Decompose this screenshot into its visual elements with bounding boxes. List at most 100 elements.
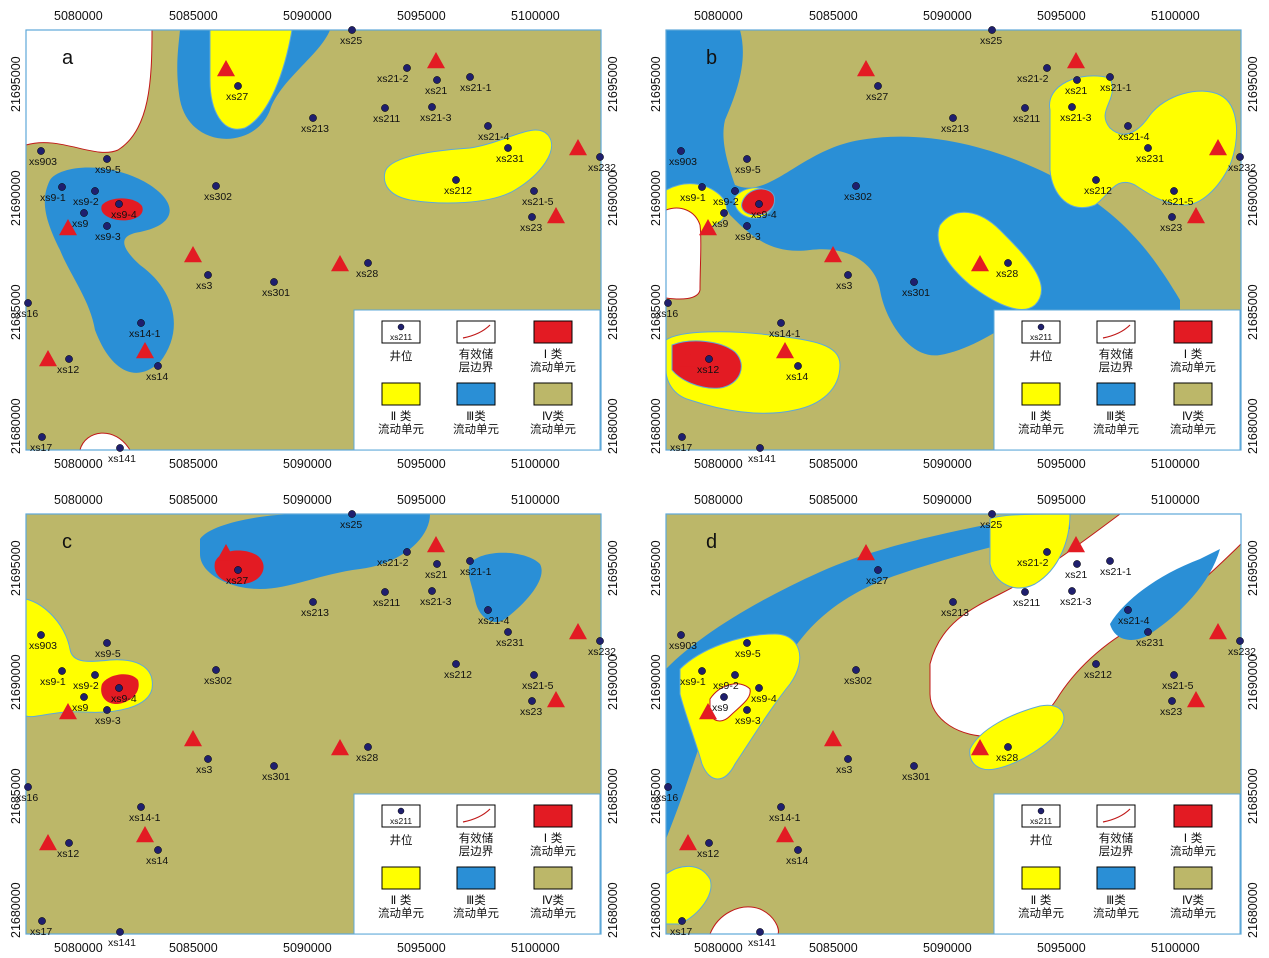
triangle-marker bbox=[679, 834, 697, 851]
well-label: xs3 bbox=[836, 280, 853, 292]
well-icon bbox=[1037, 323, 1045, 331]
well-marker bbox=[720, 693, 728, 701]
legend-class3-label: 流动单元 bbox=[1093, 906, 1139, 920]
well-marker bbox=[466, 73, 474, 81]
well-label: xs27 bbox=[226, 91, 248, 103]
well-marker bbox=[154, 846, 162, 854]
well-marker bbox=[504, 144, 512, 152]
well-xs9-5: xs9-5 bbox=[95, 639, 121, 660]
well-marker bbox=[1170, 187, 1178, 195]
legend-class3-label: 流动单元 bbox=[1093, 422, 1139, 436]
well-label: xs25 bbox=[340, 519, 362, 531]
legend-class3-label: Ⅲ类 bbox=[1106, 893, 1126, 907]
well-label: xs9 bbox=[712, 218, 729, 230]
well-xs27: xs27 bbox=[866, 82, 888, 103]
well-marker bbox=[452, 660, 460, 668]
well-marker bbox=[116, 444, 124, 452]
legend-class3-label: Ⅲ类 bbox=[466, 409, 486, 423]
well-label: xs21-2 bbox=[377, 557, 409, 569]
well-label: xs21-5 bbox=[522, 196, 554, 208]
well-label: xs21-1 bbox=[460, 566, 492, 578]
class1-zone bbox=[101, 198, 143, 221]
well-label: xs212 bbox=[1084, 185, 1112, 197]
well-marker bbox=[234, 82, 242, 90]
well-label: xs21 bbox=[425, 85, 447, 97]
triangle-marker bbox=[569, 623, 587, 640]
well-label: xs28 bbox=[356, 268, 378, 280]
well-marker bbox=[1043, 548, 1051, 556]
well-xs27: xs27 bbox=[226, 566, 248, 587]
well-xs14: xs14 bbox=[786, 846, 808, 867]
well-marker bbox=[364, 259, 372, 267]
well-xs9-1: xs9-1 bbox=[40, 183, 66, 204]
x-tick-bottom: 5090000 bbox=[283, 941, 332, 955]
well-marker bbox=[1124, 606, 1132, 614]
well-xs301: xs301 bbox=[262, 762, 290, 783]
y-tick-right: 21685000 bbox=[1246, 768, 1260, 824]
legend-well-swatch bbox=[1021, 804, 1061, 828]
boundary-line-icon bbox=[1102, 324, 1131, 339]
legend-class2-swatch bbox=[1021, 382, 1061, 406]
legend-boundary-swatch bbox=[456, 804, 496, 828]
well-marker bbox=[381, 588, 389, 596]
triangle-marker bbox=[679, 350, 697, 367]
legend-class3-label: Ⅲ类 bbox=[1106, 409, 1126, 423]
well-label: xs17 bbox=[30, 926, 52, 938]
well-label: xs302 bbox=[204, 191, 232, 203]
y-tick-left: 21685000 bbox=[9, 284, 23, 340]
y-tick-right: 21690000 bbox=[1246, 170, 1260, 226]
panel-label: d bbox=[706, 531, 717, 553]
x-tick-bottom: 5080000 bbox=[694, 941, 743, 955]
well-label: xs27 bbox=[866, 575, 888, 587]
well-xs28: xs28 bbox=[356, 743, 378, 764]
well-xs9-1: xs9-1 bbox=[40, 667, 66, 688]
well-marker bbox=[348, 26, 356, 34]
well-label: xs9-4 bbox=[751, 209, 777, 221]
legend-boundary-swatch bbox=[456, 320, 496, 344]
well-label: xs21-2 bbox=[377, 73, 409, 85]
well-marker bbox=[433, 76, 441, 84]
well-xs28: xs28 bbox=[996, 743, 1018, 764]
x-tick-bottom: 5085000 bbox=[169, 457, 218, 471]
triangle-marker bbox=[331, 255, 349, 272]
panel-label: c bbox=[62, 531, 72, 553]
well-xs25: xs25 bbox=[340, 510, 362, 531]
class3-zone bbox=[468, 552, 542, 623]
well-xs14-1: xs14-1 bbox=[129, 319, 161, 340]
well-label: xs231 bbox=[1136, 153, 1164, 165]
well-xs21-5: xs21-5 bbox=[522, 187, 554, 208]
well-label: xs231 bbox=[496, 637, 524, 649]
y-tick-left: 21695000 bbox=[649, 56, 663, 112]
well-xs141: xs141 bbox=[108, 928, 136, 949]
x-tick-top: 5095000 bbox=[397, 9, 446, 23]
well-xs14-1: xs14-1 bbox=[769, 319, 801, 340]
well-label: xs16 bbox=[656, 308, 678, 320]
well-marker bbox=[428, 103, 436, 111]
x-tick-bottom: 5095000 bbox=[397, 941, 446, 955]
well-xs17: xs17 bbox=[670, 917, 692, 938]
y-tick-left: 21680000 bbox=[649, 882, 663, 938]
well-label: xs28 bbox=[996, 752, 1018, 764]
y-tick-right: 21695000 bbox=[1246, 56, 1260, 112]
legend-class4-label: 流动单元 bbox=[530, 906, 576, 920]
well-label: xs213 bbox=[941, 607, 969, 619]
well-label: xs9 bbox=[72, 218, 89, 230]
well-marker bbox=[743, 706, 751, 714]
well-xs9-2: xs9-2 bbox=[713, 671, 739, 692]
legend-class1-label: 流动单元 bbox=[530, 360, 576, 374]
well-xs9-3: xs9-3 bbox=[95, 222, 121, 243]
well-xs12: xs12 bbox=[697, 355, 719, 376]
well-xs17: xs17 bbox=[670, 433, 692, 454]
y-tick-right: 21685000 bbox=[606, 768, 620, 824]
well-marker bbox=[874, 566, 882, 574]
well-marker bbox=[1106, 73, 1114, 81]
x-tick-top: 5095000 bbox=[1037, 493, 1086, 507]
well-marker bbox=[705, 839, 713, 847]
well-label: xs9-5 bbox=[95, 164, 121, 176]
legend-boundary-label: 有效储 bbox=[1099, 831, 1134, 845]
well-xs3: xs3 bbox=[196, 271, 213, 292]
well-marker bbox=[731, 671, 739, 679]
triangle-marker bbox=[39, 834, 57, 851]
nonreservoir-zone bbox=[665, 207, 702, 300]
x-tick-bottom: 5090000 bbox=[923, 457, 972, 471]
